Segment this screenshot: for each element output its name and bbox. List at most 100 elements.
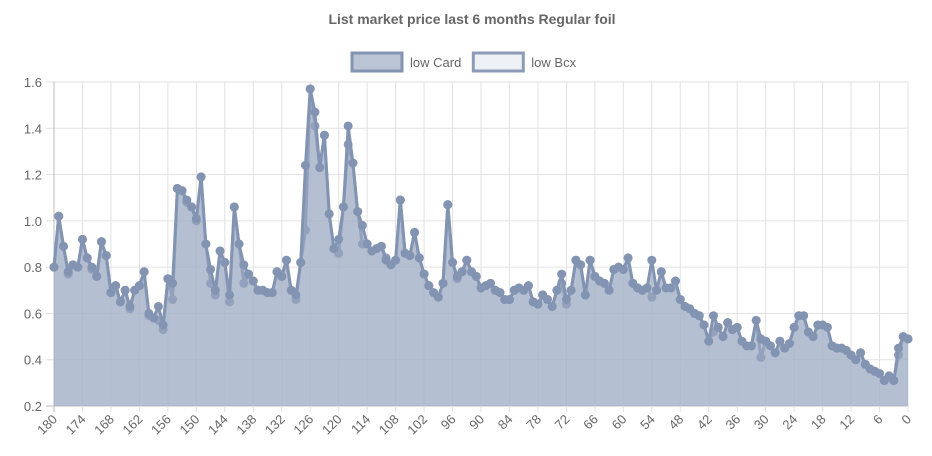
point bbox=[357, 220, 367, 230]
legend-label: low Bcx bbox=[531, 55, 576, 70]
point bbox=[656, 267, 666, 277]
point bbox=[699, 320, 709, 330]
point bbox=[225, 290, 235, 300]
point bbox=[310, 107, 320, 117]
point bbox=[903, 334, 913, 344]
point bbox=[343, 121, 353, 131]
point bbox=[424, 281, 434, 291]
point bbox=[713, 322, 723, 332]
point bbox=[666, 283, 676, 293]
point bbox=[542, 295, 552, 305]
point bbox=[718, 332, 728, 342]
point bbox=[604, 285, 614, 295]
point bbox=[229, 202, 239, 212]
point bbox=[462, 255, 472, 265]
x-tick-label: 180 bbox=[34, 412, 60, 438]
point bbox=[96, 237, 106, 247]
point bbox=[765, 341, 775, 351]
point bbox=[315, 163, 325, 173]
x-tick-label: 60 bbox=[609, 412, 630, 433]
point bbox=[448, 258, 458, 268]
point bbox=[111, 281, 121, 291]
y-tick-label: 0.2 bbox=[24, 399, 42, 414]
point bbox=[547, 301, 557, 311]
y-tick-label: 0.8 bbox=[24, 260, 42, 275]
x-tick-label: 42 bbox=[694, 412, 715, 433]
point bbox=[220, 258, 230, 268]
x-tick-label: 96 bbox=[438, 412, 459, 433]
point bbox=[291, 290, 301, 300]
point bbox=[395, 195, 405, 205]
chart-title: List market price last 6 months Regular … bbox=[328, 11, 615, 27]
point bbox=[134, 281, 144, 291]
x-tick-label: 162 bbox=[120, 412, 146, 438]
y-tick-label: 1.6 bbox=[24, 75, 42, 90]
point bbox=[410, 227, 420, 237]
point bbox=[215, 246, 225, 256]
x-tick-label: 120 bbox=[319, 412, 345, 438]
point bbox=[348, 158, 358, 168]
point bbox=[504, 295, 514, 305]
point bbox=[244, 269, 254, 279]
point bbox=[552, 285, 562, 295]
point bbox=[671, 276, 681, 286]
point bbox=[182, 195, 192, 205]
x-tick-label: 72 bbox=[552, 412, 573, 433]
point bbox=[523, 281, 533, 291]
point bbox=[856, 348, 866, 358]
point bbox=[191, 214, 201, 224]
y-tick-label: 0.6 bbox=[24, 306, 42, 321]
point bbox=[267, 288, 277, 298]
y-tick-label: 0.4 bbox=[24, 353, 42, 368]
point bbox=[239, 260, 249, 270]
x-tick-label: 0 bbox=[898, 412, 914, 428]
point bbox=[115, 297, 125, 307]
point bbox=[457, 267, 467, 277]
point bbox=[338, 202, 348, 212]
point bbox=[599, 278, 609, 288]
point bbox=[248, 276, 258, 286]
point bbox=[580, 290, 590, 300]
point bbox=[300, 160, 310, 170]
point bbox=[201, 239, 211, 249]
point bbox=[495, 288, 505, 298]
x-tick-label: 108 bbox=[376, 412, 402, 438]
point bbox=[234, 239, 244, 249]
point bbox=[149, 313, 159, 323]
x-tick-label: 138 bbox=[233, 412, 259, 438]
point bbox=[334, 234, 344, 244]
point bbox=[875, 369, 885, 379]
x-tick-label: 156 bbox=[148, 412, 174, 438]
point bbox=[770, 348, 780, 358]
point bbox=[647, 255, 657, 265]
point bbox=[642, 283, 652, 293]
y-tick-label: 1.0 bbox=[24, 214, 42, 229]
point bbox=[894, 343, 904, 353]
point bbox=[58, 241, 68, 251]
point bbox=[120, 285, 130, 295]
x-tick-label: 24 bbox=[779, 412, 800, 433]
point bbox=[585, 255, 595, 265]
point bbox=[704, 336, 714, 346]
x-tick-label: 174 bbox=[63, 412, 89, 438]
point bbox=[281, 255, 291, 265]
point bbox=[362, 239, 372, 249]
point bbox=[485, 278, 495, 288]
point bbox=[694, 311, 704, 321]
x-tick-label: 168 bbox=[91, 412, 117, 438]
point bbox=[533, 299, 543, 309]
legend-label: low Card bbox=[410, 55, 461, 70]
point bbox=[49, 262, 59, 272]
point bbox=[751, 315, 761, 325]
point bbox=[206, 264, 216, 274]
point bbox=[177, 186, 187, 196]
point bbox=[210, 285, 220, 295]
x-tick-label: 78 bbox=[523, 412, 544, 433]
point bbox=[889, 376, 899, 386]
point bbox=[561, 295, 571, 305]
x-tick-label: 144 bbox=[205, 412, 231, 438]
x-tick-label: 6 bbox=[870, 412, 886, 428]
point bbox=[732, 322, 742, 332]
point bbox=[723, 318, 733, 328]
